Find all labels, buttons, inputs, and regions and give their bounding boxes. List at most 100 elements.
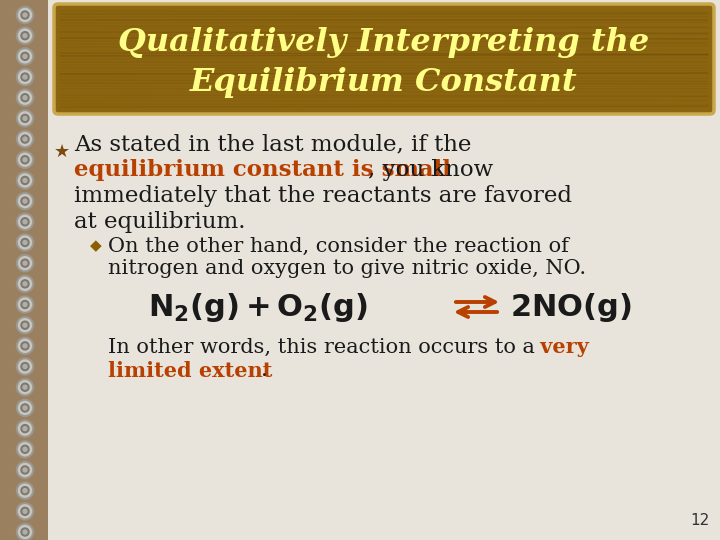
Circle shape — [19, 298, 32, 311]
Circle shape — [23, 75, 27, 79]
Circle shape — [17, 27, 34, 44]
Circle shape — [19, 443, 32, 456]
Circle shape — [23, 509, 27, 514]
Circle shape — [17, 234, 34, 251]
Circle shape — [21, 301, 29, 308]
Circle shape — [19, 463, 32, 476]
Circle shape — [19, 236, 32, 249]
Circle shape — [23, 323, 27, 327]
Circle shape — [17, 316, 34, 334]
Circle shape — [19, 215, 32, 228]
Circle shape — [21, 135, 29, 143]
Circle shape — [17, 503, 34, 520]
Circle shape — [19, 133, 32, 146]
Circle shape — [19, 319, 32, 332]
Circle shape — [19, 381, 32, 394]
Bar — [0, 0, 48, 540]
Circle shape — [19, 256, 32, 269]
Circle shape — [19, 112, 32, 125]
Circle shape — [23, 33, 27, 38]
Text: at equilibrium.: at equilibrium. — [74, 211, 246, 233]
Circle shape — [17, 358, 34, 375]
Circle shape — [19, 401, 32, 414]
Circle shape — [21, 73, 29, 81]
Text: equilibrium constant is small: equilibrium constant is small — [74, 159, 451, 181]
Circle shape — [23, 427, 27, 430]
Circle shape — [23, 364, 27, 369]
Circle shape — [17, 338, 34, 354]
Circle shape — [21, 177, 29, 185]
Text: nitrogen and oxygen to give nitric oxide, NO.: nitrogen and oxygen to give nitric oxide… — [108, 260, 586, 279]
Circle shape — [21, 342, 29, 350]
Text: , you know: , you know — [368, 159, 493, 181]
Circle shape — [17, 462, 34, 478]
Circle shape — [21, 52, 29, 60]
Text: ★: ★ — [54, 143, 70, 161]
Circle shape — [23, 178, 27, 183]
Circle shape — [17, 379, 34, 396]
Circle shape — [21, 280, 29, 288]
Circle shape — [21, 218, 29, 226]
Circle shape — [17, 172, 34, 189]
Circle shape — [17, 400, 34, 416]
Circle shape — [23, 55, 27, 58]
FancyBboxPatch shape — [54, 4, 714, 114]
Circle shape — [23, 489, 27, 492]
Text: ◆: ◆ — [90, 239, 102, 253]
Circle shape — [21, 259, 29, 267]
Circle shape — [21, 528, 29, 536]
Text: $\mathbf{N_2(g)+O_2(g)}$: $\mathbf{N_2(g)+O_2(g)}$ — [148, 291, 368, 323]
Circle shape — [17, 6, 34, 24]
Text: limited extent: limited extent — [108, 361, 272, 381]
Circle shape — [19, 278, 32, 291]
Circle shape — [21, 197, 29, 205]
Circle shape — [21, 32, 29, 39]
Circle shape — [23, 302, 27, 307]
Circle shape — [19, 505, 32, 518]
Circle shape — [23, 468, 27, 472]
Circle shape — [21, 114, 29, 123]
Circle shape — [19, 174, 32, 187]
Circle shape — [19, 194, 32, 207]
Circle shape — [17, 213, 34, 230]
Circle shape — [19, 153, 32, 166]
Circle shape — [19, 50, 32, 63]
Circle shape — [17, 523, 34, 540]
Circle shape — [17, 255, 34, 272]
Circle shape — [19, 422, 32, 435]
Circle shape — [23, 261, 27, 265]
Circle shape — [17, 151, 34, 168]
Circle shape — [19, 9, 32, 22]
Circle shape — [21, 507, 29, 515]
Text: On the other hand, consider the reaction of: On the other hand, consider the reaction… — [108, 237, 569, 255]
Text: $\mathbf{2NO(g)}$: $\mathbf{2NO(g)}$ — [510, 291, 632, 323]
Circle shape — [21, 446, 29, 453]
Circle shape — [17, 110, 34, 127]
Circle shape — [21, 239, 29, 246]
Circle shape — [23, 447, 27, 451]
Text: As stated in the last module, if the: As stated in the last module, if the — [74, 133, 472, 155]
Circle shape — [17, 296, 34, 313]
Circle shape — [19, 91, 32, 104]
Circle shape — [17, 420, 34, 437]
Circle shape — [21, 466, 29, 474]
Circle shape — [19, 29, 32, 42]
Circle shape — [19, 484, 32, 497]
Circle shape — [19, 71, 32, 84]
Circle shape — [19, 525, 32, 538]
Circle shape — [23, 96, 27, 100]
Circle shape — [21, 321, 29, 329]
Text: Equilibrium Constant: Equilibrium Constant — [190, 66, 578, 98]
Circle shape — [23, 13, 27, 17]
Circle shape — [23, 344, 27, 348]
Circle shape — [23, 240, 27, 245]
Circle shape — [21, 424, 29, 433]
Circle shape — [23, 199, 27, 203]
Text: 12: 12 — [690, 513, 710, 528]
Circle shape — [21, 94, 29, 102]
Circle shape — [17, 69, 34, 85]
Circle shape — [21, 156, 29, 164]
Text: In other words, this reaction occurs to a: In other words, this reaction occurs to … — [108, 338, 535, 356]
Text: very: very — [533, 337, 589, 357]
Circle shape — [17, 89, 34, 106]
